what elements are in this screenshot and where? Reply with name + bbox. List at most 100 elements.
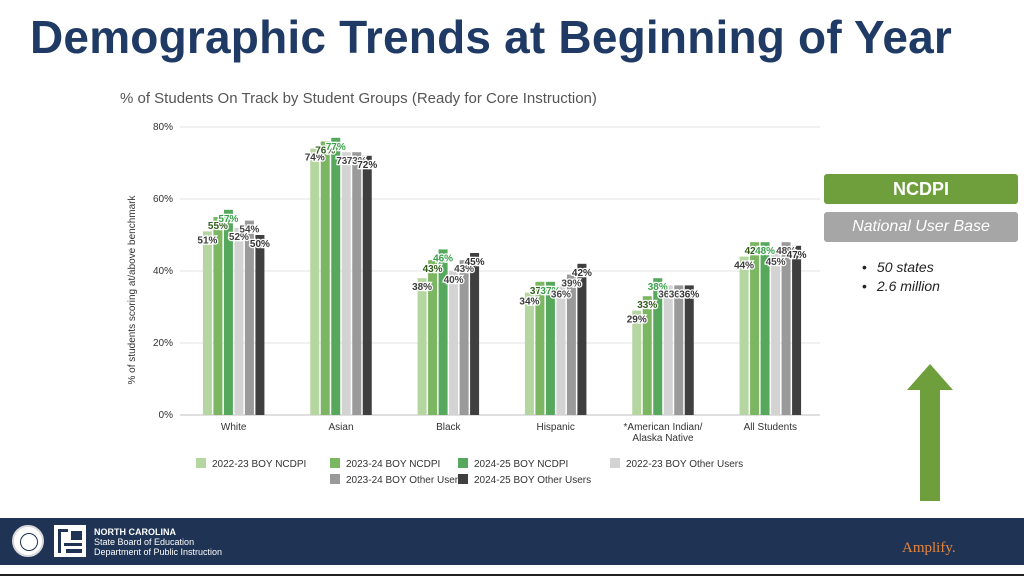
category-label: White bbox=[221, 422, 247, 433]
bar bbox=[739, 256, 749, 415]
bar bbox=[545, 281, 555, 415]
data-label: 36% bbox=[669, 289, 689, 300]
bar bbox=[663, 285, 673, 415]
bar bbox=[674, 285, 684, 415]
amplify-logo: Amplify. bbox=[902, 540, 956, 556]
data-label: 55% bbox=[208, 221, 228, 232]
category-label: Hispanic bbox=[536, 422, 574, 433]
data-label: 48% bbox=[776, 246, 796, 257]
data-label: 45% bbox=[766, 257, 786, 268]
stat-students: 2.6 million bbox=[877, 277, 940, 296]
bar-chart: % of Students On Track by Student Groups… bbox=[120, 90, 820, 486]
bar bbox=[566, 274, 576, 415]
stat-states: 50 states bbox=[877, 258, 940, 277]
category-label: Alaska Native bbox=[632, 433, 694, 444]
bar bbox=[320, 141, 330, 415]
bar bbox=[310, 148, 320, 415]
legend-label: 2023-24 BOY Other Users bbox=[346, 475, 463, 486]
data-label: 38% bbox=[648, 282, 668, 293]
legend-label: 2022-23 BOY Other Users bbox=[626, 459, 743, 470]
bar bbox=[255, 235, 265, 415]
footer-bar: NORTH CAROLINA State Board of Education … bbox=[0, 518, 1024, 565]
bar bbox=[438, 249, 448, 415]
bar bbox=[449, 271, 459, 415]
data-label: 42% bbox=[572, 268, 592, 279]
bar bbox=[653, 278, 663, 415]
bar bbox=[684, 285, 694, 415]
bar bbox=[792, 245, 802, 415]
bar bbox=[524, 292, 534, 415]
y-tick-label: 20% bbox=[153, 338, 173, 349]
bar bbox=[362, 155, 372, 416]
bar bbox=[459, 260, 469, 415]
y-tick-label: 0% bbox=[159, 410, 174, 421]
state-seal-icon bbox=[12, 525, 44, 557]
data-label: 38% bbox=[412, 282, 432, 293]
data-label: 42% bbox=[745, 246, 765, 257]
data-label: 29% bbox=[627, 315, 647, 326]
bar bbox=[213, 217, 223, 415]
legend-label: 2024-25 BOY NCDPI bbox=[474, 459, 568, 470]
bar bbox=[244, 220, 254, 415]
bar bbox=[352, 152, 362, 415]
data-label: 43% bbox=[454, 264, 474, 275]
bottom-divider bbox=[0, 574, 1024, 576]
bar bbox=[750, 242, 760, 415]
chart-bars bbox=[202, 137, 802, 416]
bar bbox=[417, 278, 427, 415]
y-axis-label: % of students scoring at/above benchmark bbox=[127, 195, 138, 385]
data-label: 45% bbox=[465, 257, 485, 268]
data-label: 72% bbox=[357, 160, 377, 171]
data-label: 33% bbox=[637, 300, 657, 311]
data-label: 46% bbox=[433, 253, 453, 264]
legend-swatch bbox=[458, 474, 468, 484]
chart-legend: 2022-23 BOY NCDPI 2023-24 BOY NCDPI 2024-2… bbox=[196, 458, 743, 486]
data-label: 74% bbox=[305, 153, 325, 164]
category-labels: White Asian Black Hispanic *American Indian/… bbox=[221, 422, 797, 444]
legend-swatch bbox=[330, 458, 340, 468]
category-label: *American Indian/ bbox=[624, 422, 703, 433]
y-tick-label: 80% bbox=[153, 122, 173, 133]
data-label: 47% bbox=[787, 250, 807, 261]
y-tick-label: 40% bbox=[153, 266, 173, 277]
data-label: 43% bbox=[423, 264, 443, 275]
data-labels: 51%55%57%52%54%50%74%76%77%73%73%72%38%4… bbox=[196, 141, 808, 327]
bar bbox=[535, 281, 545, 415]
data-label: 40% bbox=[444, 275, 464, 286]
slide-title: Demographic Trends at Beginning of Year bbox=[30, 11, 953, 63]
legend-swatch bbox=[196, 458, 206, 468]
data-label: 51% bbox=[197, 235, 217, 246]
bar bbox=[577, 263, 587, 415]
data-label: 73% bbox=[336, 156, 356, 167]
legend-swatch bbox=[610, 458, 620, 468]
bar bbox=[642, 296, 652, 415]
bar bbox=[341, 152, 351, 415]
legend-label: 2023-24 BOY NCDPI bbox=[346, 459, 440, 470]
category-label: All Students bbox=[744, 422, 797, 433]
bar bbox=[331, 137, 341, 416]
data-label: 36% bbox=[551, 289, 571, 300]
bar bbox=[223, 209, 233, 415]
bar bbox=[556, 285, 566, 415]
legend-swatch bbox=[330, 474, 340, 484]
legend-label: 2024-25 BOY Other Users bbox=[474, 475, 591, 486]
dpi-logo-icon bbox=[54, 525, 86, 557]
y-tick-label: 60% bbox=[153, 194, 173, 205]
legend-label: 2022-23 BOY NCDPI bbox=[212, 459, 306, 470]
data-label: 48% bbox=[755, 246, 775, 257]
data-label: 52% bbox=[229, 232, 249, 243]
bar bbox=[781, 242, 791, 415]
data-label: 76% bbox=[315, 145, 335, 156]
bar bbox=[760, 242, 770, 415]
national-user-base-badge: National User Base bbox=[824, 212, 1018, 242]
data-label: 73% bbox=[347, 156, 367, 167]
bar bbox=[428, 260, 438, 415]
data-label: 37% bbox=[540, 286, 560, 297]
data-label: 54% bbox=[239, 225, 259, 236]
bar bbox=[771, 253, 781, 415]
data-label: 36% bbox=[658, 289, 678, 300]
bar bbox=[202, 231, 212, 415]
chart-gridlines bbox=[180, 126, 820, 416]
data-label: 37% bbox=[530, 286, 550, 297]
data-label: 57% bbox=[218, 214, 238, 225]
